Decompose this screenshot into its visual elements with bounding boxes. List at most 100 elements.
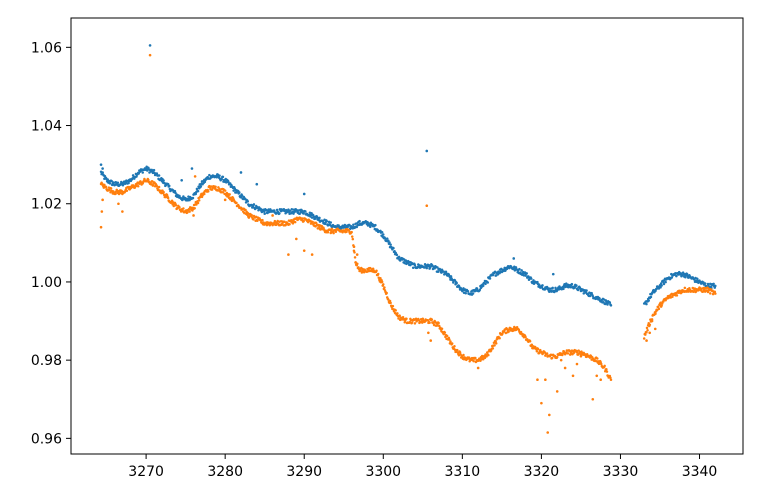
data-point: [664, 280, 667, 284]
data-point: [471, 292, 475, 295]
data-point: [712, 282, 715, 286]
data-point: [659, 286, 662, 289]
data-point: [519, 330, 523, 334]
data-point: [278, 212, 281, 215]
data-point: [375, 269, 378, 272]
data-point: [649, 295, 653, 299]
data-point: [218, 174, 221, 177]
data-point: [468, 360, 471, 363]
outlier-point: [355, 253, 359, 256]
data-point: [657, 307, 661, 311]
data-point: [208, 173, 211, 177]
data-point: [714, 284, 717, 288]
data-point: [391, 304, 395, 308]
data-point: [706, 290, 710, 294]
data-point: [256, 219, 259, 222]
data-point: [603, 364, 606, 368]
data-point: [394, 309, 397, 312]
data-point: [437, 321, 440, 325]
data-point: [493, 344, 496, 347]
data-point: [575, 284, 578, 287]
data-point: [397, 317, 400, 320]
outlier-point: [591, 397, 595, 401]
data-point: [445, 334, 449, 338]
data-point: [109, 187, 113, 190]
data-point: [350, 230, 353, 234]
data-point: [679, 272, 683, 275]
data-point: [437, 324, 441, 328]
data-point: [385, 237, 389, 240]
data-point: [157, 185, 161, 189]
data-point: [137, 172, 141, 175]
data-point: [645, 302, 648, 306]
data-point: [507, 330, 510, 333]
data-point: [388, 241, 391, 244]
data-point: [162, 179, 165, 182]
data-point: [197, 199, 201, 202]
data-point: [644, 333, 647, 336]
data-point: [252, 218, 255, 221]
data-point: [440, 327, 444, 331]
data-point: [203, 192, 206, 196]
data-point: [426, 319, 430, 322]
data-point: [600, 362, 603, 366]
data-point: [116, 181, 120, 184]
outlier-point: [425, 149, 429, 153]
data-point: [108, 182, 112, 185]
outlier-point: [310, 253, 314, 256]
data-point: [413, 322, 417, 325]
outlier-point: [121, 210, 124, 213]
data-points-layer: [99, 44, 717, 434]
x-tick-label: 3340: [682, 464, 718, 480]
data-point: [453, 345, 456, 348]
data-point: [199, 184, 203, 188]
outlier-point: [318, 227, 322, 231]
data-point: [478, 288, 482, 292]
data-point: [645, 326, 649, 330]
data-point: [536, 347, 540, 351]
outlier-point: [302, 249, 306, 252]
data-point: [382, 233, 385, 236]
outlier-point: [99, 163, 103, 166]
data-point: [675, 294, 679, 297]
data-point: [566, 352, 570, 355]
data-point: [155, 184, 159, 188]
data-point: [657, 305, 660, 309]
data-point: [103, 183, 106, 187]
data-point: [343, 223, 347, 227]
outlier-point: [223, 198, 227, 202]
outlier-point: [595, 374, 599, 378]
data-point: [246, 211, 249, 215]
data-point: [483, 356, 487, 360]
data-point: [383, 286, 386, 289]
data-point: [273, 209, 276, 212]
data-point: [101, 171, 104, 174]
data-point: [114, 192, 117, 195]
data-point: [684, 276, 687, 279]
data-point: [382, 283, 385, 286]
data-point: [355, 225, 358, 229]
data-point: [535, 349, 539, 353]
data-point: [443, 331, 447, 334]
data-point: [524, 274, 527, 277]
data-point: [466, 289, 470, 293]
data-point: [304, 210, 307, 213]
series-1: [99, 44, 717, 307]
data-point: [108, 188, 111, 192]
data-point: [709, 292, 712, 295]
data-point: [218, 187, 221, 191]
data-point: [494, 342, 498, 345]
outlier-point: [536, 378, 539, 382]
data-point: [387, 298, 390, 301]
data-point: [261, 218, 264, 222]
data-point: [686, 290, 690, 293]
data-point: [475, 287, 479, 290]
data-point: [606, 303, 609, 306]
y-tick-label: 1.02: [31, 197, 62, 213]
data-point: [609, 376, 612, 379]
x-tick-label: 3320: [524, 464, 560, 480]
data-point: [332, 231, 335, 235]
data-point: [711, 292, 715, 296]
